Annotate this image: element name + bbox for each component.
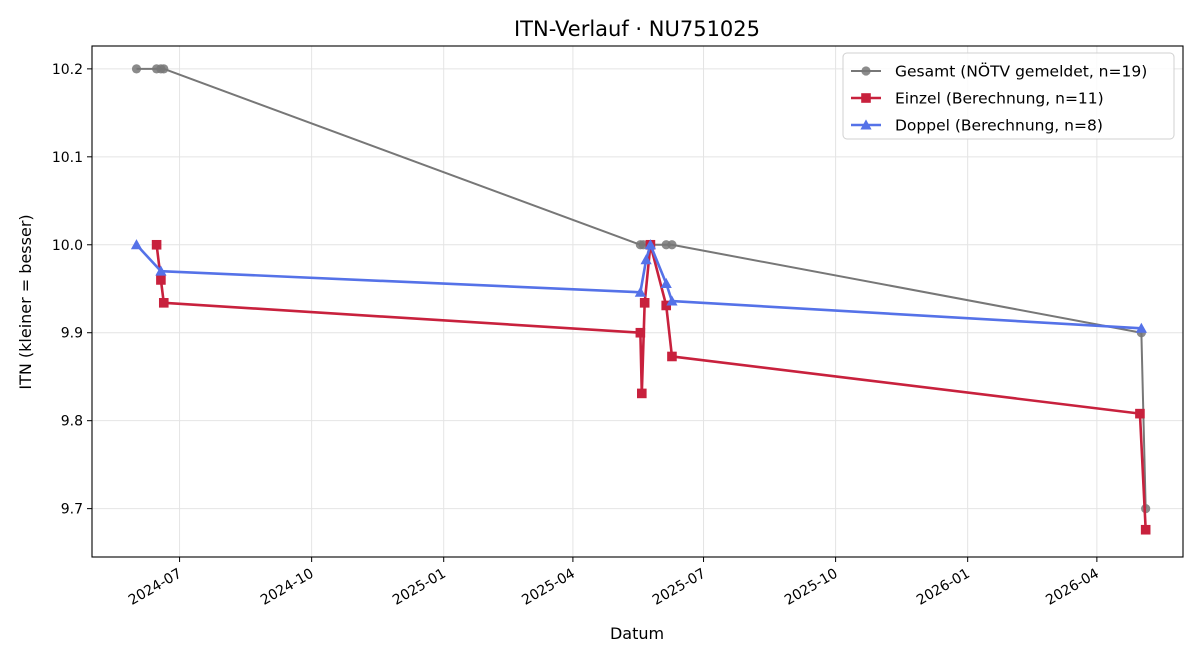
einzel-point: [635, 327, 646, 338]
einzel-point: [1140, 524, 1151, 535]
legend-entry: Doppel (Berechnung, n=8): [895, 117, 1103, 135]
gesamt-point: [131, 64, 142, 74]
einzel-point: [637, 388, 647, 399]
legend-marker: [861, 93, 871, 103]
doppel-point: [1135, 322, 1147, 333]
doppel-point: [660, 277, 672, 288]
series-layer: [130, 64, 1151, 535]
series-square: [151, 239, 1151, 535]
legend-entry: Einzel (Berechnung, n=11): [895, 90, 1104, 108]
doppel-point: [130, 239, 143, 250]
gesamt-point: [638, 240, 648, 250]
legend-frame: [842, 52, 1175, 140]
y-tick-label: 9.8: [61, 414, 83, 430]
x-tick-label: 2025-01: [390, 566, 449, 609]
doppel-point: [155, 265, 167, 276]
einzel-point: [156, 275, 166, 285]
legend-marker: [860, 119, 872, 130]
einzel-point: [1135, 408, 1145, 419]
x-tick-label: 2026-04: [1043, 566, 1102, 609]
x-axis-label: Datum: [610, 624, 664, 643]
y-tick-label: 10.2: [52, 62, 83, 78]
x-tick-label: 2024-10: [258, 566, 317, 609]
chart-title: ITN-Verlauf · NU751025: [514, 17, 760, 41]
y-tick-label: 10.0: [52, 238, 83, 254]
einzel-point: [151, 239, 162, 250]
plot-frame: [91, 45, 1184, 558]
doppel-line: [135, 243, 1142, 330]
legend: Gesamt (NÖTV gemeldet, n=19) Einzel (Bere…: [842, 52, 1175, 140]
einzel-point: [667, 351, 677, 362]
series-triangle: [130, 239, 1147, 333]
x-tick-label: 2024-07: [126, 566, 185, 609]
x-tick-label: 2025-10: [782, 566, 841, 609]
einzel-line: [155, 243, 1147, 530]
x-tick-label: 2026-01: [914, 566, 973, 609]
gesamt-point: [159, 64, 169, 74]
y-tick-label: 9.7: [61, 502, 83, 518]
einzel-point: [158, 298, 169, 308]
doppel-point: [666, 295, 678, 306]
legend-marker: [861, 66, 871, 76]
x-tick-label: 2025-07: [650, 566, 709, 609]
einzel-point: [661, 300, 672, 311]
x-tick-label: 2025-04: [519, 566, 578, 609]
doppel-point: [644, 239, 657, 250]
doppel-point: [634, 286, 646, 297]
y-axis: 9.7 9.8 9.9 10.0 10.1 10.2: [52, 62, 92, 518]
legend-entry: Gesamt (NÖTV gemeldet, n=19): [895, 62, 1147, 81]
gesamt-point: [667, 240, 677, 250]
x-axis: 2024-07 2024-10 2025-01 2025-04 2025-07 2025-…: [126, 557, 1102, 609]
y-axis-label: ITN (kleiner = besser): [16, 214, 35, 389]
y-tick-label: 9.9: [61, 326, 83, 342]
y-tick-label: 10.1: [52, 150, 83, 166]
einzel-point: [639, 298, 650, 308]
doppel-point: [640, 254, 652, 265]
